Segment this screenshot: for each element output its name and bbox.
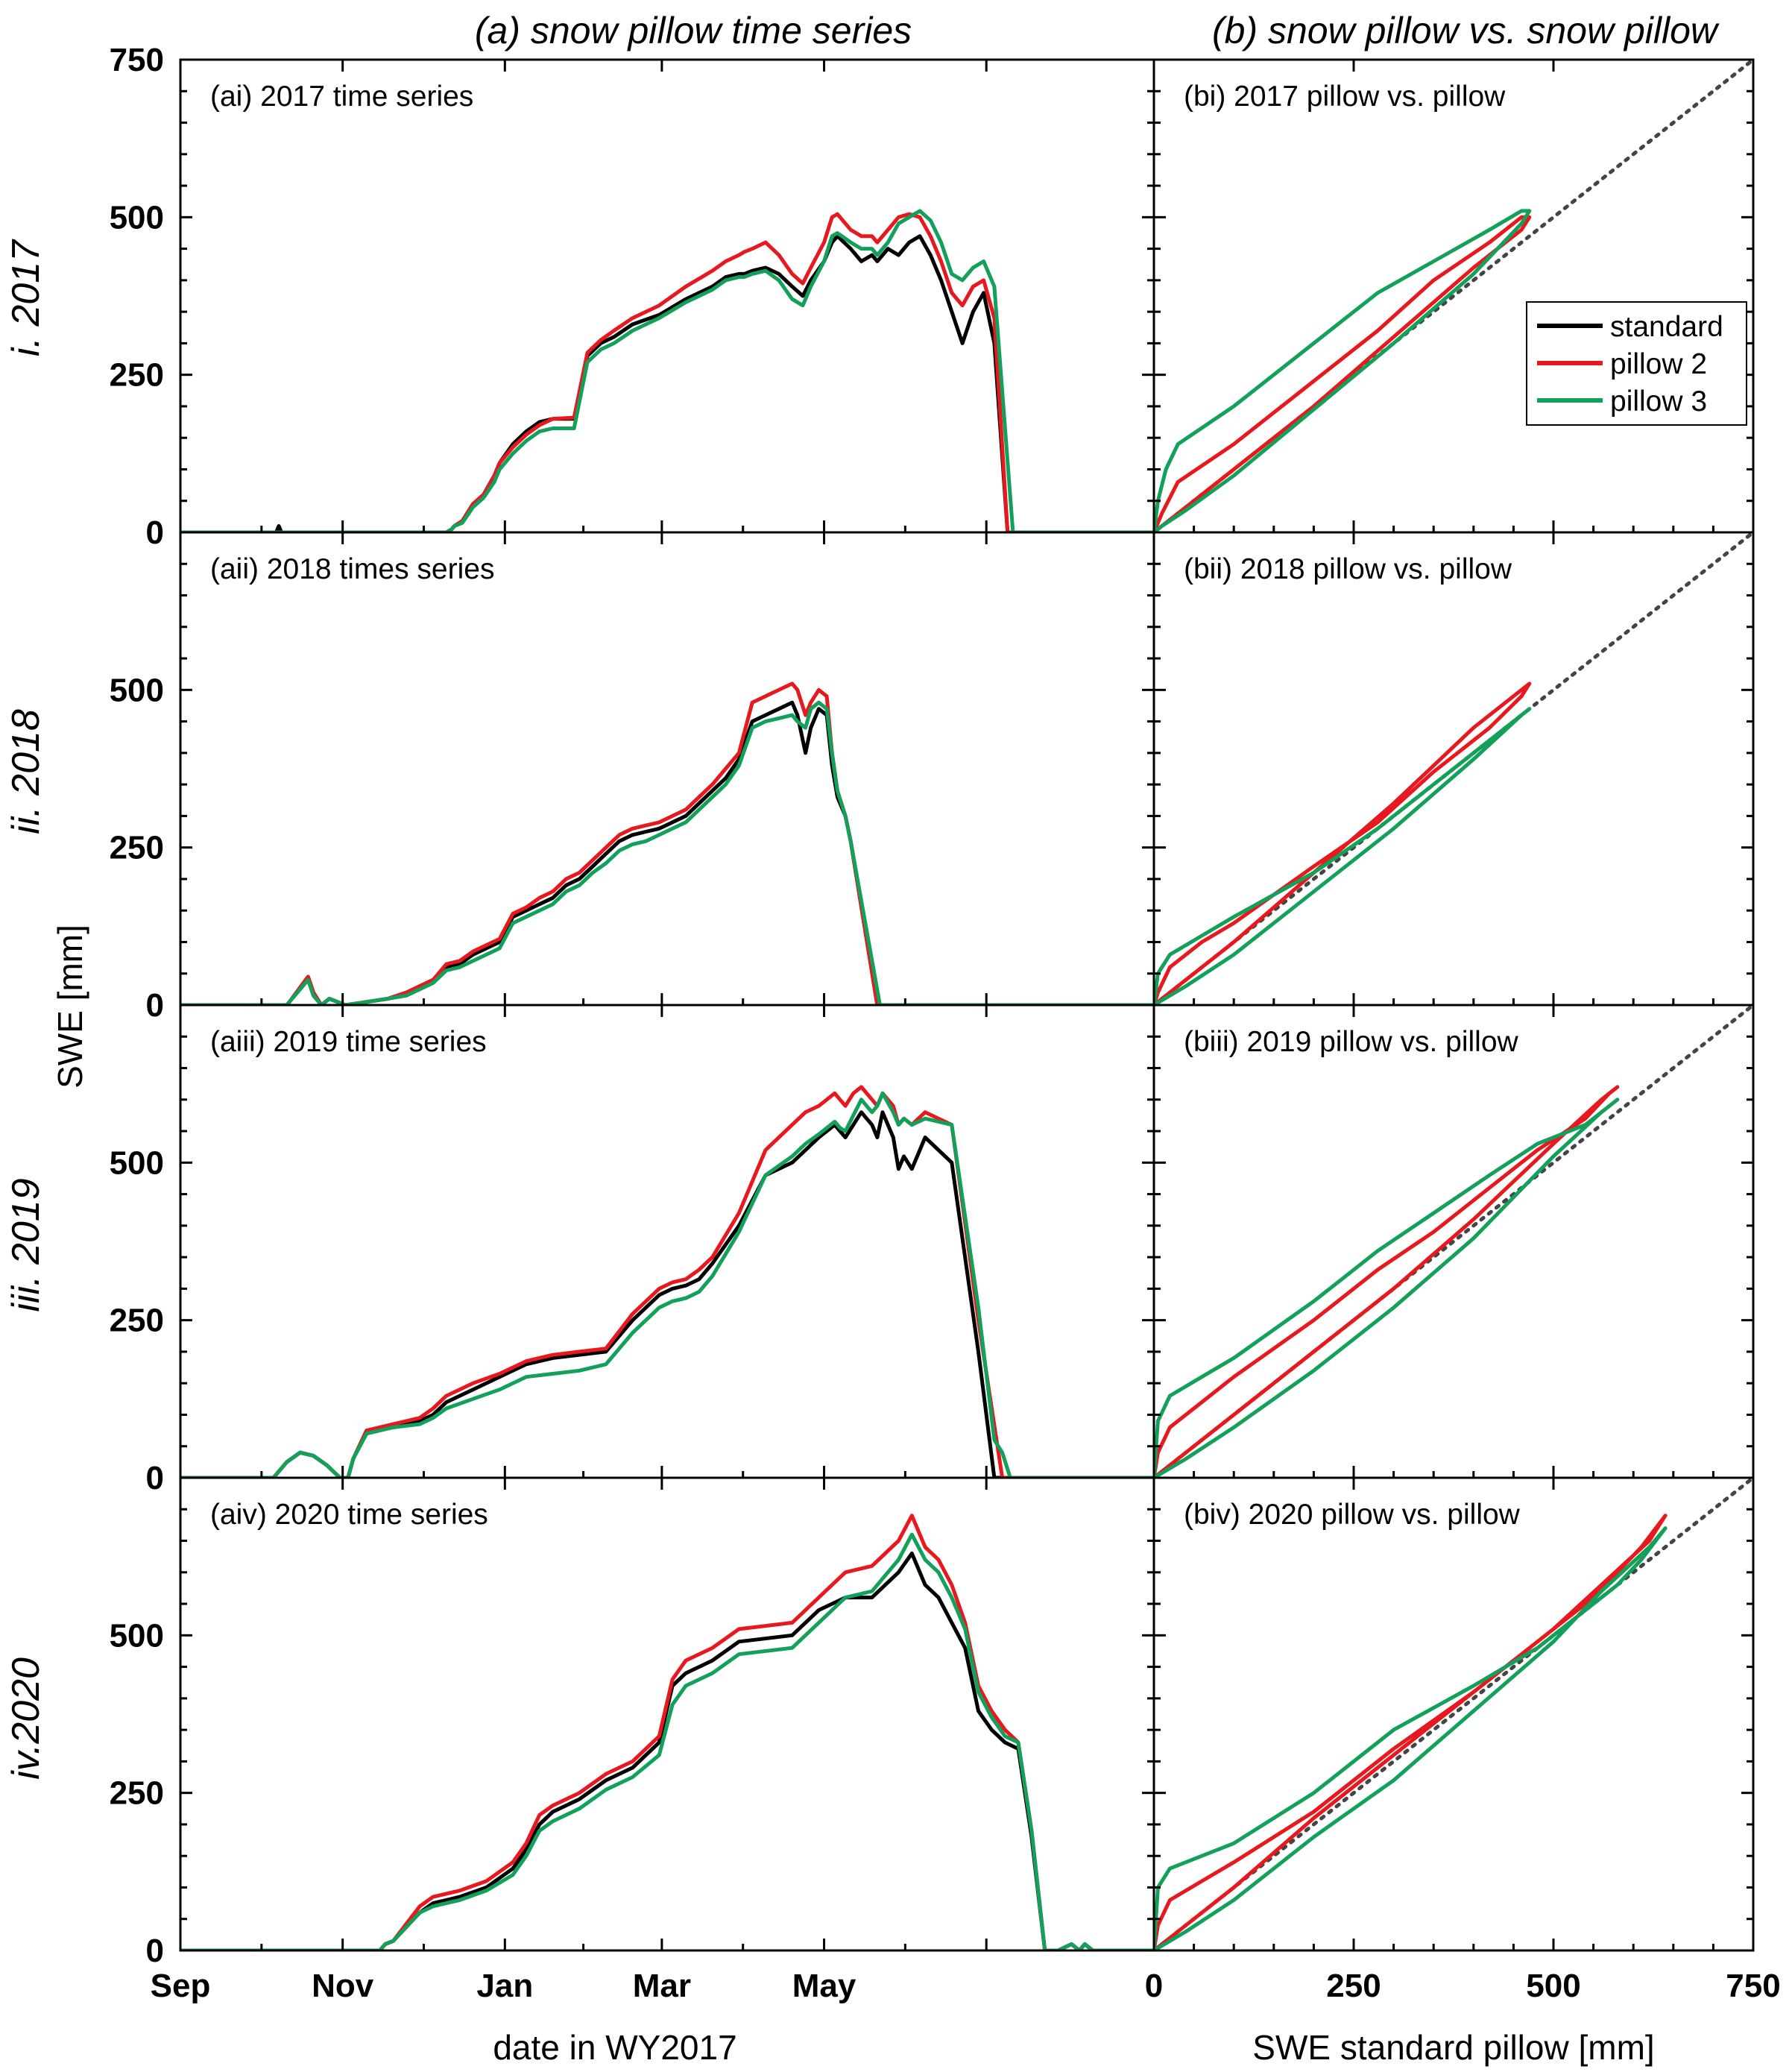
column-title-a: (a) snow pillow time series [475, 10, 912, 51]
legend-label-standard: standard [1610, 311, 1723, 343]
x-tick-label-biv: 750 [1726, 1968, 1780, 2004]
column-title-b: (b) snow pillow vs. snow pillow [1212, 10, 1720, 51]
series-pillow-3-biv [1154, 1526, 1668, 1950]
legend-label-pillow-3: pillow 3 [1610, 385, 1707, 418]
panel-frame-aii [179, 531, 1155, 1007]
legend-label-pillow-2: pillow 2 [1610, 348, 1707, 380]
x-tick-label-aiv: Jan [476, 1968, 533, 2004]
panel-title-bii: (bii) 2018 pillow vs. pillow [1184, 553, 1512, 585]
y-tick-label-aiii: 0 [146, 1460, 164, 1496]
series-pillow-3-biii [1154, 1098, 1620, 1478]
y-tick-label-aiv: 0 [146, 1933, 164, 1969]
series-standard-aii [180, 700, 1154, 1005]
x-tick-label-aiv: May [792, 1968, 856, 2004]
x-axis-label-dates: date in WY2017 [493, 2028, 736, 2067]
y-tick-label-aiv: 500 [110, 1617, 164, 1654]
y-tick-label-aiii: 500 [110, 1144, 164, 1181]
series-pillow-3-aiv [180, 1532, 1154, 1950]
series-pillow-3-aii [180, 700, 1154, 1005]
x-tick-label-aiv: Nov [312, 1968, 374, 2004]
series-pillow-2-aiii [180, 1085, 1154, 1478]
row-label-2020: iv.2020 [4, 1657, 48, 1780]
panel-title-aiv: (aiv) 2020 time series [210, 1499, 488, 1531]
y-tick-label-aii: 500 [110, 672, 164, 708]
series-standard-aiii [180, 1110, 1154, 1478]
row-label-2018: ii. 2018 [4, 709, 48, 834]
panel-title-biv: (biv) 2020 pillow vs. pillow [1184, 1499, 1521, 1531]
series-pillow-2-bi [1154, 215, 1532, 532]
series-pillow-3-aiii [180, 1091, 1154, 1478]
x-tick-label-biv: 250 [1326, 1968, 1381, 2004]
panel-title-aii: (aii) 2018 times series [210, 553, 494, 585]
series-pillow-2-aiv [180, 1514, 1154, 1950]
series-pillow-3-bii [1154, 707, 1532, 1005]
y-tick-label-ai: 750 [110, 42, 164, 78]
panel-title-ai: (ai) 2017 time series [210, 81, 473, 113]
series-standard-aiv [180, 1551, 1154, 1950]
y-tick-label-ai: 250 [110, 357, 164, 394]
series-standard-ai [180, 234, 1154, 532]
legend: standard pillow 2 pillow 3 [1526, 301, 1747, 426]
panel-frame-biv [1152, 1476, 1755, 1952]
y-tick-label-aiv: 250 [110, 1775, 164, 1812]
x-tick-label-biv: 0 [1145, 1968, 1163, 2004]
panel-title-aiii: (aiii) 2019 time series [210, 1026, 487, 1058]
row-label-2019: iii. 2019 [4, 1178, 48, 1311]
series-pillow-3-ai [180, 209, 1154, 532]
y-axis-label: SWE [mm] [51, 925, 89, 1089]
series-pillow-2-biv [1154, 1514, 1668, 1950]
y-tick-label-aiii: 250 [110, 1303, 164, 1339]
series-pillow-3-bi [1154, 209, 1532, 532]
panel-title-biii: (biii) 2019 pillow vs. pillow [1184, 1026, 1519, 1058]
x-axis-label-swe: SWE standard pillow [mm] [1252, 2028, 1654, 2067]
row-label-2017: i. 2017 [4, 239, 48, 356]
panel-frame-aiii [179, 1004, 1155, 1479]
series-pillow-2-aii [180, 681, 1154, 1005]
x-tick-label-aiv: Mar [633, 1968, 691, 2004]
y-tick-label-aii: 250 [110, 830, 164, 866]
panel-title-bi: (bi) 2017 pillow vs. pillow [1184, 81, 1506, 113]
x-tick-label-aiv: Sep [151, 1968, 211, 2004]
y-tick-label-ai: 0 [146, 514, 164, 551]
y-tick-label-ai: 500 [110, 199, 164, 236]
series-pillow-2-biii [1154, 1085, 1620, 1478]
y-tick-label-aii: 0 [146, 987, 164, 1024]
series-pillow-2-bii [1154, 681, 1532, 1005]
x-tick-label-biv: 500 [1526, 1968, 1580, 2004]
